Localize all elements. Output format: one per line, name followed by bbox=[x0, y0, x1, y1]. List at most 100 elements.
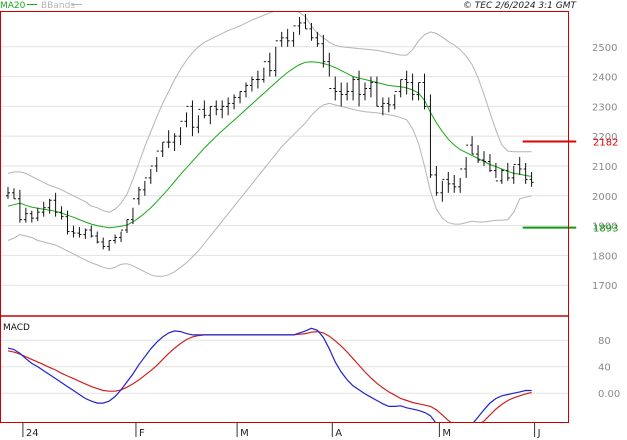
price-y-tick-label: 1900 bbox=[592, 222, 617, 233]
price-bar bbox=[440, 178, 445, 202]
price-bar bbox=[523, 163, 528, 184]
price-bar bbox=[487, 154, 492, 172]
price-bar bbox=[327, 52, 332, 89]
price-bar bbox=[499, 168, 504, 184]
price-levels: 2182 1893 bbox=[522, 138, 618, 235]
price-bar bbox=[339, 82, 344, 107]
price-bar bbox=[505, 163, 510, 181]
price-bar bbox=[190, 100, 195, 137]
x-tick-label: 24 bbox=[26, 428, 39, 439]
price-bar bbox=[315, 31, 320, 47]
legend-ma20-label: MA20 bbox=[0, 1, 26, 11]
price-bar bbox=[214, 100, 219, 116]
price-bar bbox=[357, 70, 362, 107]
price-bar bbox=[166, 130, 171, 149]
price-bar bbox=[208, 105, 213, 125]
price-bar bbox=[249, 76, 254, 92]
price-bar bbox=[303, 13, 308, 30]
price-bar bbox=[410, 73, 415, 101]
price-bar bbox=[422, 73, 427, 110]
price-bar bbox=[119, 229, 124, 242]
price-bar bbox=[232, 94, 237, 110]
price-bar bbox=[291, 25, 296, 47]
price-bar bbox=[374, 76, 379, 107]
price-y-tick-label: 2100 bbox=[592, 162, 617, 173]
price-bar bbox=[333, 76, 338, 101]
price-bar bbox=[386, 97, 391, 113]
x-axis: 24 F M A M J bbox=[22, 423, 541, 439]
resistance-label: 2182 bbox=[593, 138, 618, 149]
price-bar bbox=[107, 239, 112, 251]
price-bar bbox=[351, 76, 356, 101]
macd-gridlines bbox=[0, 339, 569, 394]
price-y-tick-label: 1800 bbox=[592, 251, 617, 262]
price-bar bbox=[136, 186, 141, 205]
price-bar bbox=[77, 227, 82, 238]
price-bar bbox=[345, 82, 350, 101]
macd-y-tick-label: 40 bbox=[598, 363, 611, 374]
price-bar bbox=[196, 108, 201, 134]
price-bar bbox=[59, 206, 64, 220]
price-bar bbox=[47, 198, 52, 214]
price-bar bbox=[172, 133, 177, 152]
price-y-tick-label: 2200 bbox=[592, 132, 617, 143]
price-bar bbox=[83, 228, 88, 239]
price-bar bbox=[398, 79, 403, 98]
price-bar bbox=[178, 120, 183, 146]
macd-y-tick-label: 0.00 bbox=[598, 389, 620, 400]
x-tick-label: M bbox=[442, 428, 451, 439]
price-bar bbox=[482, 151, 486, 166]
price-y-tick-label: 2400 bbox=[592, 73, 617, 84]
upper-band-line bbox=[7, 11, 532, 213]
price-bar bbox=[285, 28, 290, 47]
price-bar bbox=[476, 145, 481, 163]
price-bar bbox=[154, 150, 159, 172]
price-bar bbox=[53, 192, 58, 217]
price-bars bbox=[6, 13, 534, 251]
support-label: 1893 bbox=[593, 224, 618, 235]
price-bar bbox=[511, 163, 516, 184]
price-bar bbox=[95, 231, 100, 244]
price-bar bbox=[238, 90, 243, 104]
price-panel: 1700 1800 1900 2000 2100 2200 2300 2400 2500 218… bbox=[0, 11, 618, 292]
price-bar bbox=[368, 76, 373, 98]
price-bar bbox=[11, 188, 16, 200]
price-bar bbox=[428, 94, 433, 178]
price-bar bbox=[464, 144, 469, 178]
macd-y-axis: 0.00 40 80 bbox=[598, 336, 620, 400]
price-bar bbox=[470, 136, 475, 155]
price-bar bbox=[517, 157, 522, 175]
macd-panel: 0.00 40 80 MACD bbox=[0, 323, 620, 423]
x-tick-label: A bbox=[335, 428, 342, 439]
price-bar bbox=[404, 70, 409, 95]
price-bar bbox=[125, 219, 129, 234]
panel-frames bbox=[0, 11, 569, 423]
price-y-tick-label: 2000 bbox=[592, 192, 617, 203]
price-bar bbox=[363, 82, 367, 101]
price-bar bbox=[6, 186, 10, 199]
price-bar bbox=[244, 82, 248, 98]
price-bar bbox=[226, 97, 231, 116]
price-bar bbox=[41, 201, 46, 217]
price-bar bbox=[380, 97, 385, 116]
price-bar bbox=[160, 141, 165, 158]
price-bar bbox=[279, 31, 284, 47]
macd-y-tick-label: 80 bbox=[598, 336, 611, 347]
price-bar bbox=[416, 82, 421, 101]
price-bar bbox=[452, 174, 457, 193]
macd-label: MACD bbox=[3, 323, 30, 333]
price-bar bbox=[434, 165, 439, 196]
price-bar bbox=[220, 100, 225, 119]
price-bar bbox=[89, 225, 94, 238]
price-y-tick-label: 1700 bbox=[592, 281, 617, 292]
price-bar bbox=[202, 100, 207, 119]
price-bar bbox=[23, 207, 28, 223]
price-bar bbox=[321, 34, 326, 68]
ma20-line bbox=[7, 61, 532, 229]
lower-band-line bbox=[7, 102, 532, 277]
price-bar bbox=[273, 40, 278, 77]
price-bar bbox=[148, 165, 153, 184]
price-bar bbox=[184, 105, 189, 128]
x-tick-label: J bbox=[537, 428, 541, 439]
